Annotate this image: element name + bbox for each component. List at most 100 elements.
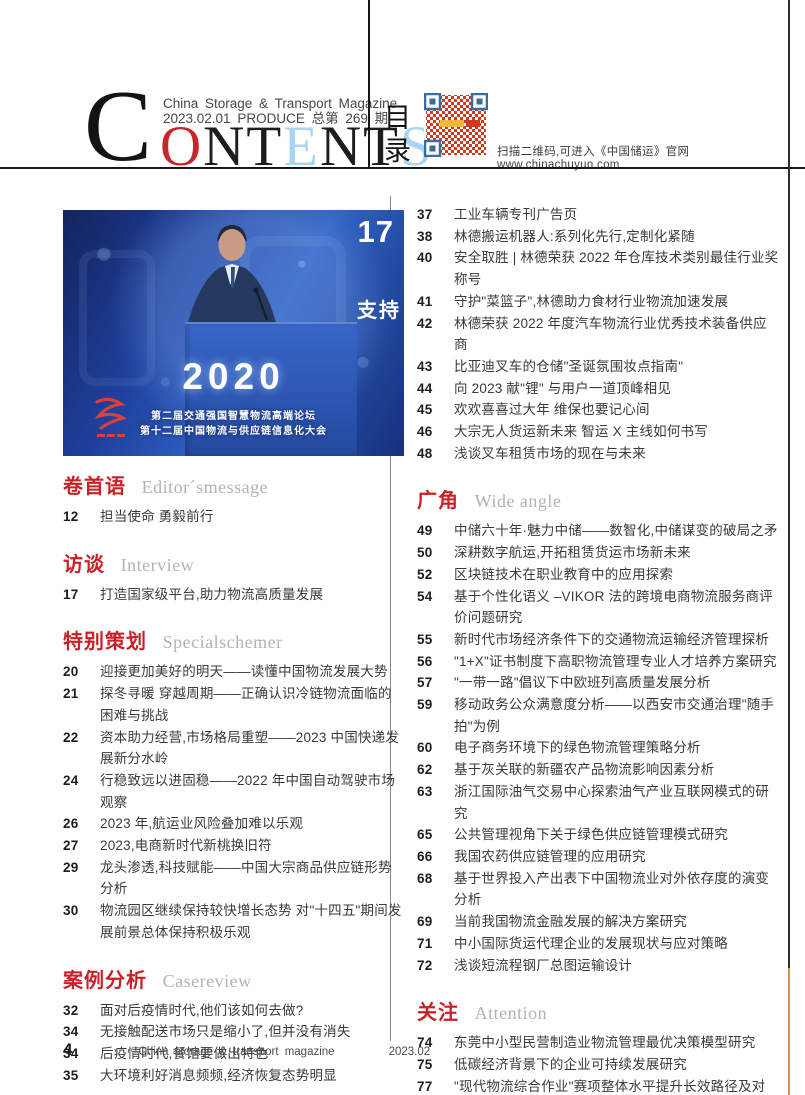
calligraphy-logo <box>94 397 127 437</box>
item-page-number: 41 <box>417 293 433 309</box>
toc-item: 38 林德搬运机器人:系列化先行,定制化紧随 <box>417 226 779 248</box>
toc-item: 45 欢欢喜喜过大年 维保也要记心间 <box>417 399 779 421</box>
section-items: 74 东莞中小型民营制造业物流管理最优决策模型研究 75 低碳经济背景下的企业可… <box>417 1032 779 1095</box>
section-title-en: Attention <box>474 1003 548 1024</box>
speaker-silhouette <box>187 225 277 326</box>
item-title: 探冬寻暖 穿越周期——正确认识冷链物流面临的困难与挑战 <box>100 686 392 723</box>
page-edge-line <box>788 0 790 1095</box>
section-title-zh: 广角 <box>417 490 459 513</box>
section-heading: 广角 Wide angle <box>417 484 779 514</box>
section-title-zh: 关注 <box>417 1002 459 1025</box>
contents-letter: O <box>160 115 204 178</box>
item-page-number: 45 <box>417 402 433 418</box>
item-title: 后疫情时代,餐馆要做出特色 <box>100 1045 269 1061</box>
item-title: 东莞中小型民营制造业物流管理最优决策模型研究 <box>454 1035 756 1051</box>
item-page-number: 38 <box>417 228 433 244</box>
section-title-zh: 特别策划 <box>63 631 147 654</box>
item-page-number: 68 <box>417 870 433 886</box>
column-divider <box>390 196 391 1041</box>
screen-glyph-decoration <box>79 250 155 386</box>
toc-item: 71 中小国际货运代理企业的发展现状与应对策略 <box>417 933 779 955</box>
item-title: 2023,电商新时代新桃换旧符 <box>100 838 272 854</box>
contents-letter: N <box>203 115 247 178</box>
section-heading: 访谈 Interview <box>63 548 404 578</box>
item-title: 林德荣获 2022 年度汽车物流行业优秀技术装备供应商 <box>454 315 767 353</box>
item-title: 无接触配送市场只是缩小了,但并没有消失 <box>100 1024 351 1040</box>
toc-item: 56 "1+X"证书制度下高职物流管理专业人才培养方案研究 <box>417 651 779 673</box>
section-heading: 关注 Attention <box>417 996 779 1026</box>
item-title: 欢欢喜喜过大年 维保也要记心间 <box>454 402 650 418</box>
item-title: 浅谈叉车租赁市场的现在与未来 <box>454 445 646 461</box>
section-interview: 访谈 Interview 17 打造国家级平台,助力物流高质量发展 <box>63 548 404 606</box>
item-title: 守护"菜篮子",林德助力食材行业物流加速发展 <box>454 293 729 309</box>
item-page-number: 50 <box>417 545 433 561</box>
item-title: 新时代市场经济条件下的交通物流运输经济管理探析 <box>454 631 770 647</box>
left-column: 17 支持 2020 第二届交通强国智慧物流高端论坛 第十二届中国物流与供应链信… <box>63 210 404 1095</box>
toc-item: 40 安全取胜 | 林德荣获 2022 年仓库技术类别最佳行业奖称号 <box>417 247 779 290</box>
toc-item: 50 深耕数字航运,开拓租赁货运市场新未来 <box>417 542 779 564</box>
item-page-number: 29 <box>63 859 79 875</box>
item-page-number: 48 <box>417 445 433 461</box>
toc-item: 60 电子商务环境下的绿色物流管理策略分析 <box>417 737 779 759</box>
item-page-number: 22 <box>63 729 79 745</box>
contents-big-c: C <box>84 70 153 183</box>
item-title: 迎接更加美好的明天——读懂中国物流发展大势 <box>100 664 388 680</box>
masthead-info: China Storage & Transport Magazine 2023.… <box>163 96 397 126</box>
item-page-number: 27 <box>63 838 79 854</box>
item-title: 大宗无人货运新未来 智运 X 主线如何书写 <box>454 424 708 440</box>
toc-item: 55 新时代市场经济条件下的交通物流运输经济管理探析 <box>417 629 779 651</box>
item-title: 当前我国物流金融发展的解决方案研究 <box>454 914 687 930</box>
toc-item: 21 探冬寻暖 穿越周期——正确认识冷链物流面临的困难与挑战 <box>63 683 404 726</box>
section-editors-message: 卷首语 Editor´smessage 12 担当使命 勇毅前行 <box>63 470 404 528</box>
feature-photo: 17 支持 2020 第二届交通强国智慧物流高端论坛 第十二届中国物流与供应链信… <box>63 210 404 456</box>
section-heading: 案例分析 Casereview <box>63 964 404 994</box>
item-title: 安全取胜 | 林德荣获 2022 年仓库技术类别最佳行业奖称号 <box>454 250 779 288</box>
item-page-number: 52 <box>417 566 433 582</box>
item-title: 面对后疫情时代,他们该如何去做? <box>100 1002 304 1018</box>
toc-item: 63 浙江国际油气交易中心探索油气产业互联网模式的研究 <box>417 781 779 824</box>
section-items: 12 担当使命 勇毅前行 <box>63 506 404 528</box>
contents-letter: E <box>283 115 320 178</box>
section-attention: 关注 Attention 74 东莞中小型民营制造业物流管理最优决策模型研究 7… <box>417 996 779 1095</box>
item-page-number: 26 <box>63 816 79 832</box>
toc-item: 74 东莞中小型民营制造业物流管理最优决策模型研究 <box>417 1032 779 1054</box>
right-column: 37 工业车辆专刊广告页 38 林德搬运机器人:系列化先行,定制化紧随 40 安… <box>417 204 779 1095</box>
item-page-number: 49 <box>417 523 433 539</box>
masthead-divider-line <box>368 0 370 167</box>
item-title: 公共管理视角下关于绿色供应链管理模式研究 <box>454 827 728 843</box>
toc-item: 57 "一带一路"倡议下中欧班列高质量发展分析 <box>417 672 779 694</box>
toc-item: 32 面对后疫情时代,他们该如何去做? <box>63 1000 404 1022</box>
item-title: 大环境利好消息频频,经济恢复态势明显 <box>100 1067 337 1083</box>
item-title: "现代物流综合作业"赛项整体水平提升长效路径及对策研究 <box>454 1078 766 1094</box>
item-title: 向 2023 献"锂" 与用户一道顶峰相见 <box>454 380 672 396</box>
section-items: 20 迎接更加美好的明天——读懂中国物流发展大势 21 探冬寻暖 穿越周期——正… <box>63 661 404 943</box>
toc-item: 17 打造国家级平台,助力物流高质量发展 <box>63 584 404 606</box>
podium <box>185 322 357 456</box>
item-page-number: 35 <box>63 1067 79 1083</box>
item-page-number: 71 <box>417 935 433 951</box>
issue-line: 2023.02.01 PRODUCE 总第 269 期 <box>163 111 389 126</box>
item-title: 基于灰关联的新疆农产品物流影响因素分析 <box>454 762 715 778</box>
toc-item: 20 迎接更加美好的明天——读懂中国物流发展大势 <box>63 661 404 683</box>
toc-item: 43 比亚迪叉车的仓储"圣诞氛围妆点指南" <box>417 356 779 378</box>
item-page-number: 32 <box>63 1002 79 1018</box>
toc-item: 42 林德荣获 2022 年度汽车物流行业优秀技术装备供应商 <box>417 313 779 356</box>
section-title-zh: 案例分析 <box>63 969 147 992</box>
toc-item: 49 中储六十年·魅力中储——数智化,中储谋变的破局之矛 <box>417 520 779 542</box>
section-title-zh: 卷首语 <box>63 476 126 498</box>
item-title: 中储六十年·魅力中储——数智化,中储谋变的破局之矛 <box>454 523 778 539</box>
item-title: 行稳致远以进固稳——2022 年中国自动驾驶市场观察 <box>100 772 396 810</box>
item-page-number: 75 <box>417 1056 433 1072</box>
item-page-number: 57 <box>417 675 433 691</box>
item-page-number: 37 <box>417 207 433 222</box>
section-title-en: Wide angle <box>474 491 562 512</box>
qr-code <box>423 92 489 158</box>
toc-item: 48 浅谈叉车租赁市场的现在与未来 <box>417 443 779 465</box>
toc-item: 34 后疫情时代,餐馆要做出特色 <box>63 1043 404 1065</box>
section-items: 17 打造国家级平台,助力物流高质量发展 <box>63 584 404 606</box>
section-special-scheme: 特别策划 Specialschemer 20 迎接更加美好的明天——读懂中国物流… <box>63 625 404 943</box>
contents-letter: N <box>320 115 364 178</box>
toc-item: 22 资本助力经营,市场格局重塑——2023 中国快递发展新分水岭 <box>63 727 404 770</box>
toc-item: 66 我国农药供应链管理的应用研究 <box>417 846 779 868</box>
item-title: 2023 年,航运业风险叠加难以乐观 <box>100 816 304 832</box>
